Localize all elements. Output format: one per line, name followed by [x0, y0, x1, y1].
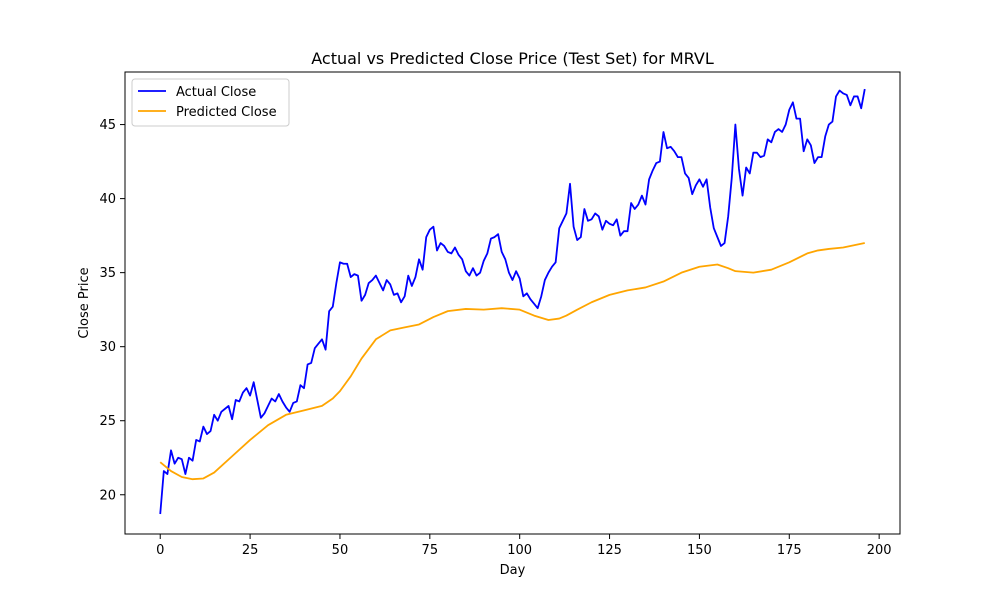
y-tick-label: 35	[99, 266, 116, 281]
legend-box	[131, 78, 290, 127]
x-tick-label: 200	[867, 543, 892, 558]
x-tick-label: 25	[242, 543, 259, 558]
y-tick-label: 30	[99, 340, 116, 355]
x-axis: 0 25 50 75 100 125 150 175 200	[156, 534, 892, 558]
x-tick-label: 0	[156, 543, 164, 558]
series-line-actual	[159, 88, 866, 515]
series-layer	[159, 88, 866, 515]
chart-title: Actual vs Predicted Close Price (Test Se…	[311, 49, 714, 68]
x-tick-label: 50	[332, 543, 349, 558]
y-tick-label: 45	[99, 118, 116, 133]
x-tick-label: 150	[687, 543, 712, 558]
x-tick-label: 75	[422, 543, 439, 558]
x-tick-label: 100	[507, 543, 532, 558]
x-tick-label: 125	[597, 543, 622, 558]
legend: Actual Close Predicted Close	[131, 78, 290, 127]
legend-label-actual: Actual Close	[176, 85, 256, 100]
series-line-predicted	[159, 242, 865, 481]
y-axis: 20 25 30 35 40 45	[99, 118, 125, 503]
y-tick-label: 25	[99, 414, 116, 429]
y-tick-label: 40	[99, 192, 116, 207]
y-axis-label: Close Price	[77, 267, 92, 338]
x-tick-label: 175	[777, 543, 802, 558]
x-axis-label: Day	[500, 563, 526, 578]
y-tick-label: 20	[99, 488, 116, 503]
legend-label-predicted: Predicted Close	[176, 105, 277, 120]
plot-frame	[124, 71, 901, 535]
